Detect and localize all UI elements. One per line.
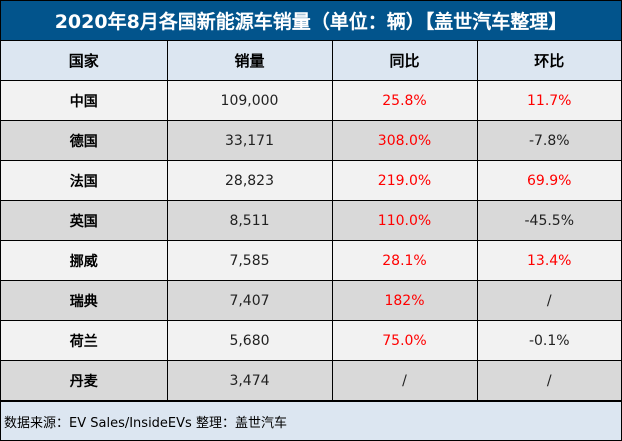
mom-cell: -45.5% — [476, 200, 621, 241]
mom-cell: 69.9% — [476, 160, 621, 201]
sales-cell: 3,474 — [166, 360, 333, 401]
mom-cell: -7.8% — [476, 120, 621, 161]
mom-cell: / — [476, 360, 621, 401]
yoy-cell: 28.1% — [331, 240, 478, 281]
country-cell: 法国 — [1, 160, 168, 201]
sales-cell: 109,000 — [166, 80, 333, 121]
table-title: 2020年8月各国新能源车销量（单位：辆）【盖世汽车整理】 — [1, 1, 621, 41]
table-row: 荷兰 5,680 75.0% -0.1% — [1, 320, 621, 361]
table-row: 丹麦 3,474// — [1, 360, 621, 401]
country-cell: 瑞典 — [1, 280, 168, 321]
header-yoy: 同比 — [331, 41, 478, 81]
table-row: 瑞典 7,407 182% / — [1, 280, 621, 321]
table-row: 英国 8,511 110.0% -45.5% — [1, 200, 621, 241]
header-mom: 环比 — [476, 41, 621, 81]
table-row: 德国 33,171 308.0% -7.8% — [1, 120, 621, 161]
yoy-cell: 25.8% — [331, 80, 478, 121]
sales-cell: 8,511 — [166, 200, 333, 241]
country-cell: 英国 — [1, 200, 168, 241]
header-row: 国家 销量 同比 环比 — [1, 41, 621, 81]
sales-cell: 7,407 — [166, 280, 333, 321]
country-cell: 挪威 — [1, 240, 168, 281]
table-row: 中国 109,000 25.8% 11.7% — [1, 80, 621, 121]
header-sales: 销量 — [166, 41, 333, 81]
mom-cell: / — [476, 280, 621, 321]
table-row: 法国 28,823 219.0% 69.9% — [1, 160, 621, 201]
mom-cell: -0.1% — [476, 320, 621, 361]
country-cell: 德国 — [1, 120, 168, 161]
yoy-cell: 110.0% — [331, 200, 478, 241]
yoy-cell: 75.0% — [331, 320, 478, 361]
country-cell: 荷兰 — [1, 320, 168, 361]
table-row: 挪威 7,585 28.1% 13.4% — [1, 240, 621, 281]
yoy-cell: 182% — [331, 280, 478, 321]
sales-cell: 5,680 — [166, 320, 333, 361]
country-cell: 丹麦 — [1, 360, 168, 401]
mom-cell: 13.4% — [476, 240, 621, 281]
sales-cell: 33,171 — [166, 120, 333, 161]
yoy-cell: 308.0% — [331, 120, 478, 161]
source-footer: 数据来源：EV Sales/InsideEVs 整理：盖世汽车 — [1, 401, 621, 440]
sales-cell: 28,823 — [166, 160, 333, 201]
country-cell: 中国 — [1, 80, 168, 121]
header-country: 国家 — [1, 41, 168, 81]
sales-table: 国家 销量 同比 环比 中国 109,000 25.8% 11.7% 德国 33,171 3… — [1, 41, 621, 401]
yoy-cell: / — [331, 360, 478, 401]
mom-cell: 11.7% — [476, 80, 621, 121]
yoy-cell: 219.0% — [331, 160, 478, 201]
sales-cell: 7,585 — [166, 240, 333, 281]
